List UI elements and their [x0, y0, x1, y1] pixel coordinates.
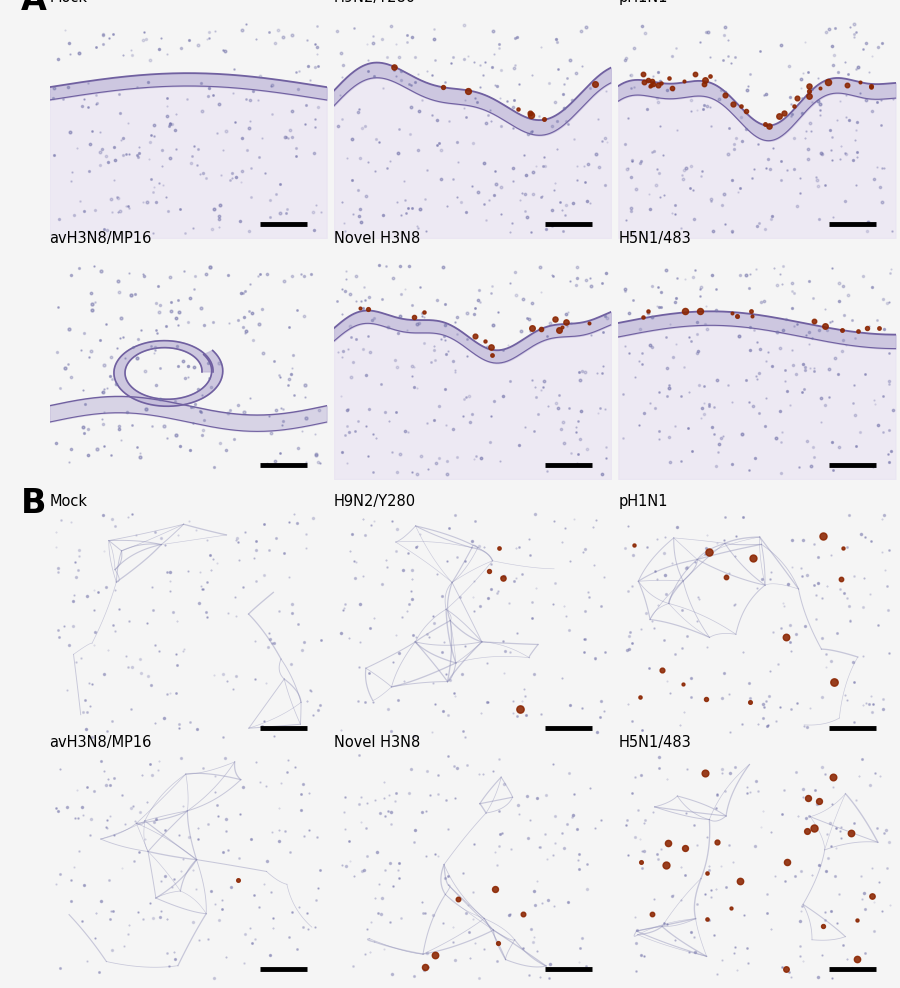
Text: avH3N8/MP16: avH3N8/MP16 [50, 735, 152, 750]
Text: A: A [21, 0, 46, 17]
Text: pH1N1: pH1N1 [618, 494, 668, 509]
Text: B: B [21, 487, 46, 521]
Text: pH1N1: pH1N1 [618, 0, 668, 5]
Text: H9N2/Y280: H9N2/Y280 [334, 494, 416, 509]
Text: H5N1/483: H5N1/483 [618, 735, 691, 750]
Text: Novel H3N8: Novel H3N8 [334, 231, 420, 246]
Text: Mock: Mock [50, 0, 87, 5]
Text: H5N1/483: H5N1/483 [618, 231, 691, 246]
Text: H9N2/Y280: H9N2/Y280 [334, 0, 416, 5]
Text: Mock: Mock [50, 494, 87, 509]
Text: Novel H3N8: Novel H3N8 [334, 735, 420, 750]
Text: avH3N8/MP16: avH3N8/MP16 [50, 231, 152, 246]
Polygon shape [114, 341, 223, 406]
